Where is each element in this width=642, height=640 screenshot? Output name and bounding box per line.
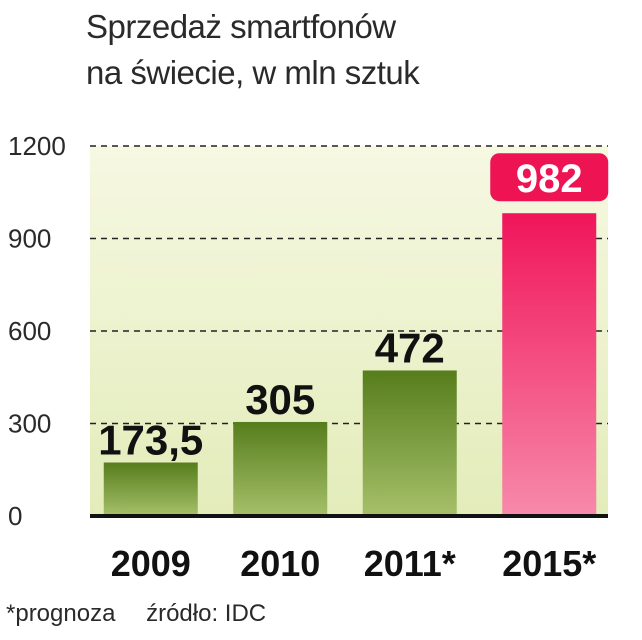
x-tick-label: 2009 bbox=[111, 543, 191, 584]
value-labels: 173,5 305 472 982 bbox=[98, 153, 609, 464]
y-axis-ticks: 0 300 600 900 1200 bbox=[8, 131, 66, 531]
value-label-badge bbox=[490, 153, 609, 202]
source-note: źródło: IDC bbox=[146, 600, 267, 627]
bars bbox=[103, 213, 597, 516]
value-label: 305 bbox=[245, 376, 315, 423]
bar bbox=[502, 213, 597, 516]
chart-title: Sprzedaż smartfonów na świecie, w mln sz… bbox=[86, 4, 420, 96]
chart-footer: *prognoza źródło: IDC bbox=[6, 600, 266, 628]
y-tick-label: 600 bbox=[8, 316, 51, 346]
bar bbox=[233, 421, 328, 516]
x-tick-label: 2015* bbox=[502, 543, 596, 584]
y-tick-label: 900 bbox=[8, 224, 51, 254]
x-tick-label: 2011* bbox=[364, 543, 456, 584]
value-label: 982 bbox=[516, 157, 583, 201]
chart-title-line-2: na świecie, w mln sztuk bbox=[86, 54, 420, 91]
y-tick-label: 0 bbox=[8, 501, 22, 531]
value-label: 173,5 bbox=[98, 417, 203, 464]
x-tick-label: 2010 bbox=[240, 543, 320, 584]
y-tick-label: 1200 bbox=[8, 131, 66, 161]
y-tick-label: 300 bbox=[8, 409, 51, 439]
value-label: 472 bbox=[375, 324, 445, 371]
x-axis-labels: 2009 2010 2011* 2015* bbox=[111, 543, 597, 584]
chart-title-line-1: Sprzedaż smartfonów bbox=[86, 8, 396, 45]
footnote: *prognoza bbox=[6, 600, 116, 627]
bar bbox=[103, 462, 198, 516]
bar bbox=[362, 370, 457, 516]
